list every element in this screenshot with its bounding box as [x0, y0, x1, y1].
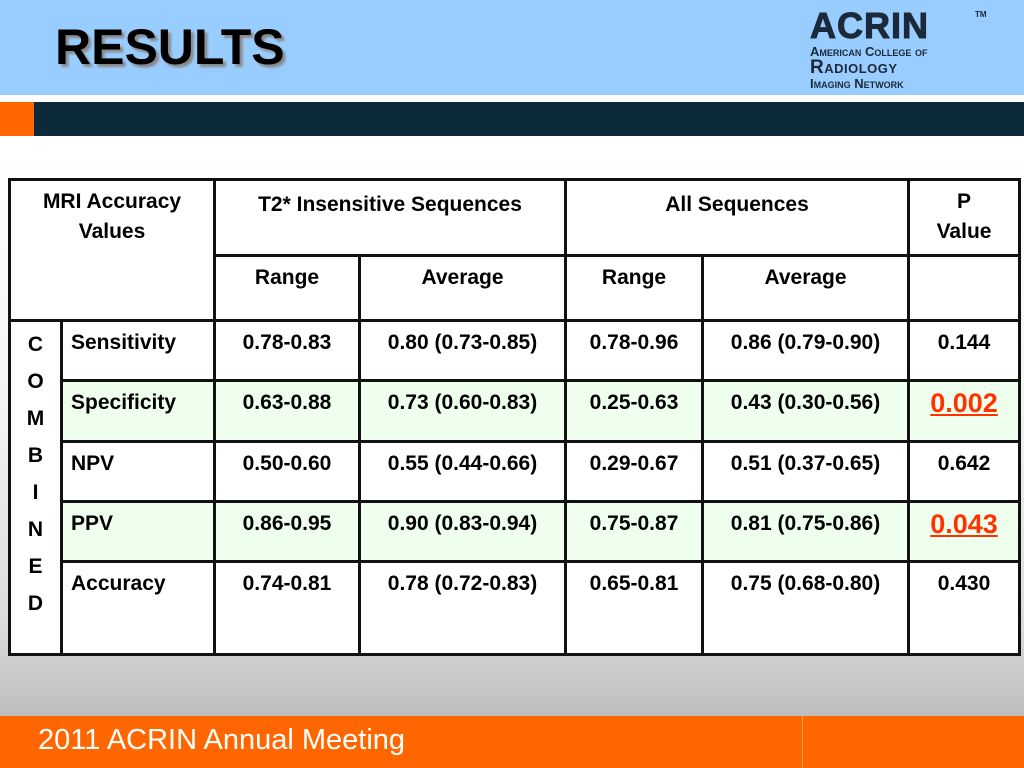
- logo-wordmark: ACRIN: [810, 5, 929, 46]
- subheader-all-range: Range: [564, 254, 705, 322]
- all-range-cell: 0.25-0.63: [564, 379, 705, 443]
- footer-meeting-label: 2011 ACRIN Annual Meeting: [38, 724, 406, 756]
- all-average-cell: 0.43 (0.30-0.56): [701, 379, 911, 443]
- pvalue-cell: 0.642: [907, 439, 1022, 504]
- combined-letter: E: [28, 554, 43, 578]
- t2-average-cell: 0.90 (0.83-0.94): [357, 499, 568, 564]
- pvalue-cell-significant: 0.043: [907, 499, 1022, 564]
- combined-letter: B: [27, 443, 44, 467]
- combined-label: C O M B I N E D: [8, 318, 63, 657]
- all-range-cell: 0.29-0.67: [564, 439, 705, 504]
- all-range-cell: 0.65-0.81: [564, 560, 705, 656]
- combined-letter: C: [27, 332, 44, 356]
- combined-letter: N: [27, 517, 44, 541]
- t2-range-cell: 0.78-0.83: [213, 318, 361, 383]
- t2-range-cell: 0.50-0.60: [213, 439, 361, 504]
- t2-range-cell: 0.86-0.95: [213, 499, 361, 564]
- metric-label: NPV: [60, 439, 216, 504]
- all-average-cell: 0.86 (0.79-0.90): [701, 318, 911, 383]
- pvalue-cell: 0.144: [907, 318, 1022, 383]
- acrin-logo: ACRIN TM American College of Radiology I…: [810, 5, 990, 91]
- table-row: NPV 0.50-0.60 0.55 (0.44-0.66) 0.29-0.67…: [10, 439, 1022, 504]
- metric-label: Accuracy: [60, 560, 216, 656]
- subheader-t2-average: Average: [357, 254, 568, 322]
- pvalue-cell: 0.430: [907, 560, 1022, 656]
- header-dark-bar: [34, 102, 1024, 136]
- header-band: [0, 0, 1024, 95]
- logo-trademark: TM: [975, 10, 987, 19]
- metric-label: PPV: [60, 499, 216, 564]
- t2-average-cell: 0.55 (0.44-0.66): [357, 439, 568, 504]
- t2-range-cell: 0.74-0.81: [213, 560, 361, 656]
- group-header-all: All Sequences: [564, 177, 911, 258]
- table-subheader-row: Range Average Range Average: [10, 254, 1022, 322]
- t2-average-cell: 0.80 (0.73-0.85): [357, 318, 568, 383]
- metric-label: Specificity: [60, 379, 216, 443]
- table-row: Accuracy 0.74-0.81 0.78 (0.72-0.83) 0.65…: [10, 560, 1022, 656]
- slide-title: RESULTS: [55, 19, 285, 75]
- subheader-t2-range: Range: [213, 254, 361, 322]
- t2-average-cell: 0.78 (0.72-0.83): [357, 560, 568, 656]
- combined-letter: D: [27, 591, 44, 615]
- all-average-cell: 0.51 (0.37-0.65): [701, 439, 911, 504]
- logo-line-2: Radiology: [810, 57, 898, 78]
- all-average-cell: 0.81 (0.75-0.86): [701, 499, 911, 564]
- footer-divider: [802, 716, 803, 768]
- combined-letter: M: [26, 406, 45, 430]
- t2-range-cell: 0.63-0.88: [213, 379, 361, 443]
- table-row: PPV 0.86-0.95 0.90 (0.83-0.94) 0.75-0.87…: [10, 499, 1022, 564]
- logo-line-3: Imaging Network: [810, 76, 904, 91]
- all-range-cell: 0.78-0.96: [564, 318, 705, 383]
- table-row: Specificity 0.63-0.88 0.73 (0.60-0.83) 0…: [10, 379, 1022, 443]
- combined-letter: I: [32, 480, 39, 504]
- all-range-cell: 0.75-0.87: [564, 499, 705, 564]
- metric-label: Sensitivity: [60, 318, 216, 383]
- group-header-t2: T2* Insensitive Sequences: [212, 177, 568, 258]
- footer-band: [0, 716, 1024, 768]
- pvalue-header: P Value: [907, 177, 1022, 258]
- logo-line-1: American College of: [810, 44, 928, 59]
- results-table: MRI Accuracy Values T2* Insensitive Sequ…: [8, 177, 1022, 657]
- all-average-cell: 0.75 (0.68-0.80): [701, 560, 911, 656]
- pvalue-cell-significant: 0.002: [907, 379, 1022, 443]
- t2-average-cell: 0.73 (0.60-0.83): [357, 379, 568, 443]
- subheader-all-average: Average: [701, 254, 911, 322]
- table-header-row: MRI Accuracy Values T2* Insensitive Sequ…: [8, 177, 1022, 322]
- corner-header: MRI Accuracy Values: [8, 178, 216, 322]
- subheader-pvalue-empty: [907, 254, 1022, 322]
- header-accent-square: [0, 102, 34, 136]
- combined-letter: O: [27, 369, 44, 393]
- table-row: C O M B I N E D Sensitivity 0.78-0.83 0.…: [8, 318, 1022, 657]
